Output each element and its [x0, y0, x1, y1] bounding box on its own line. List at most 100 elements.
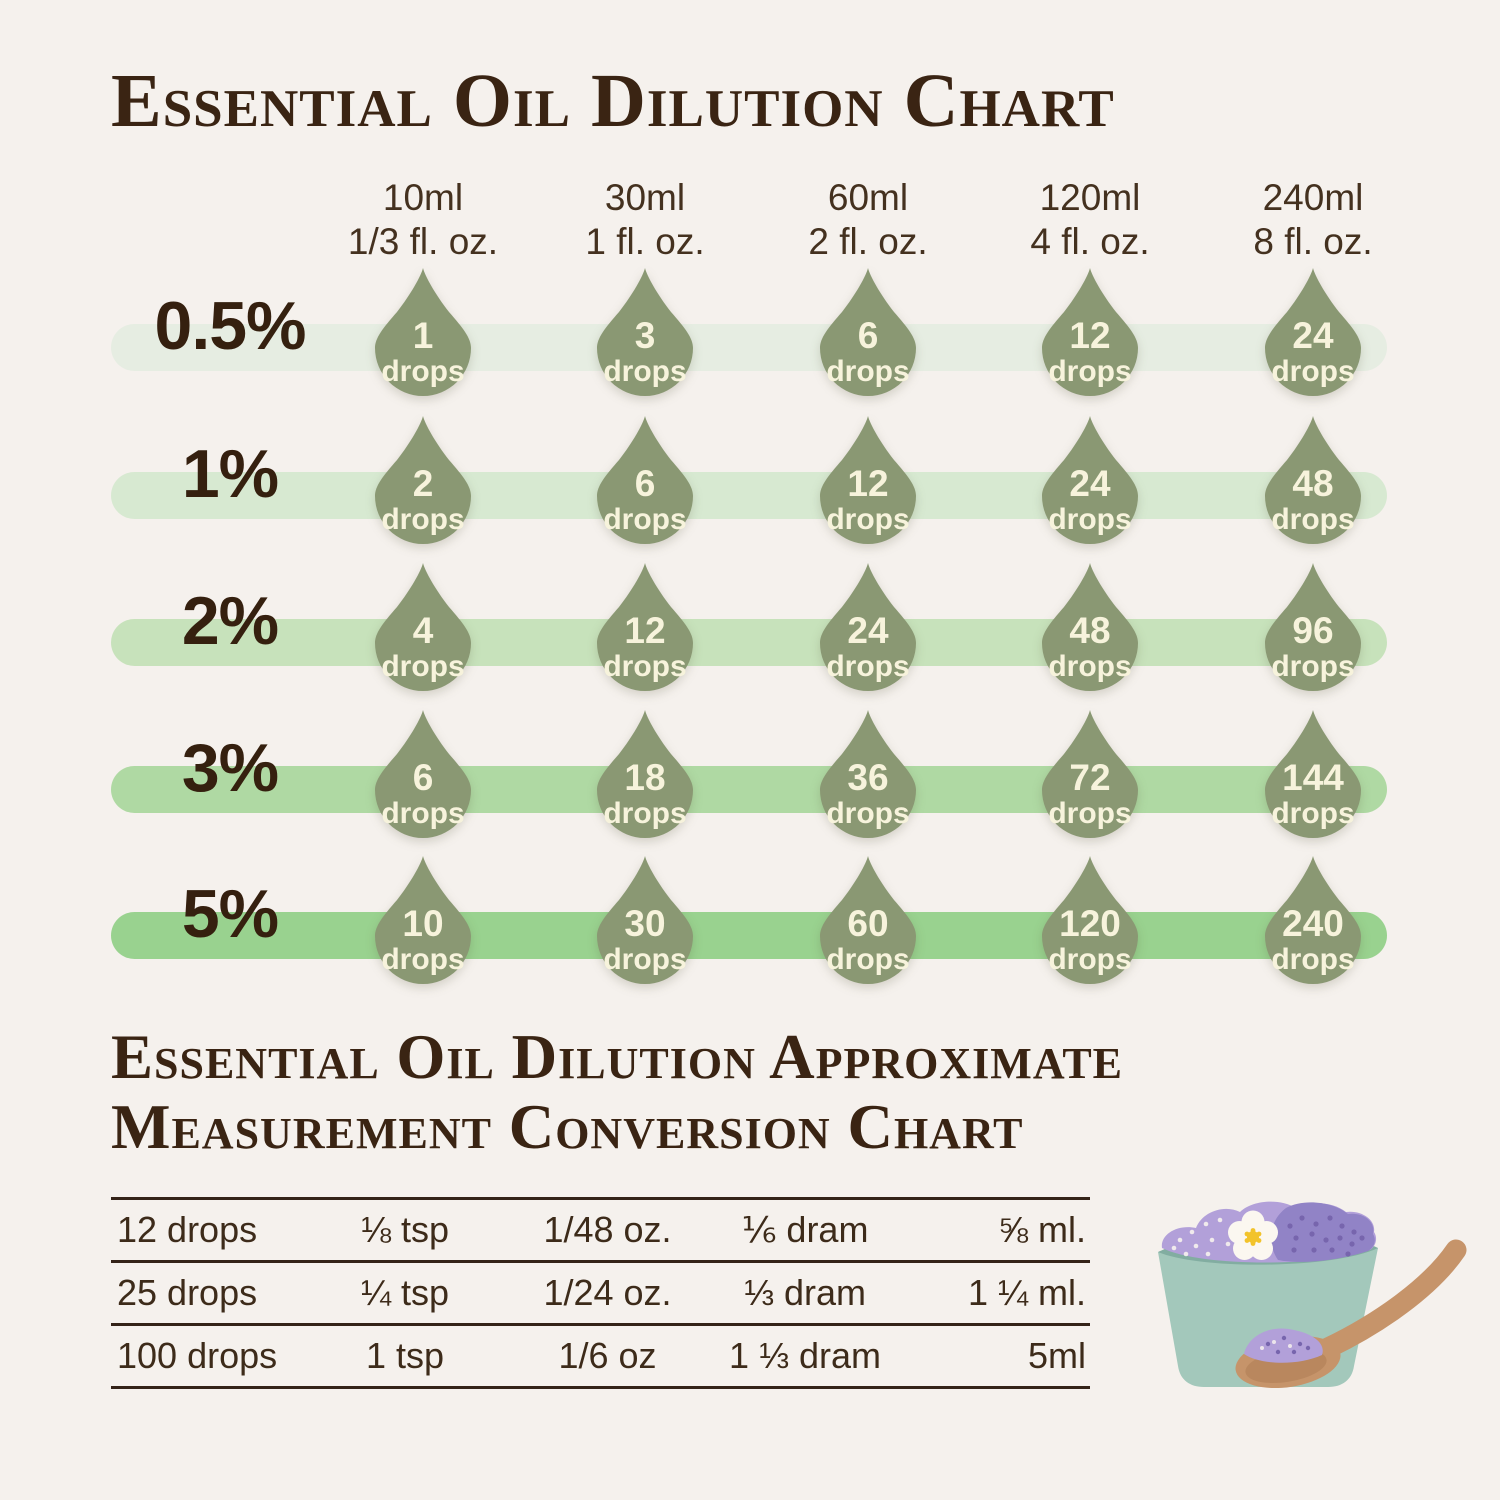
dilution-drop: 6 drops [597, 414, 693, 544]
dilution-drop: 6 drops [820, 266, 916, 396]
dilution-drop: 12 drops [1042, 266, 1138, 396]
conversion-cell: ⅙ dram [741, 1209, 869, 1250]
row-band [111, 472, 1387, 519]
conversion-row: 25 drops ¼ tsp 1/24 oz. ⅓ dram 1 ¼ ml. [111, 1260, 1090, 1323]
drop-icon [375, 416, 471, 544]
conversion-cell: 1 ⅓ dram [728, 1335, 882, 1376]
drop-icon [375, 268, 471, 396]
drop-unit-label: drops [826, 650, 910, 683]
drop-unit-label: drops [381, 503, 465, 536]
ounces-label: 8 fl. oz. [1253, 221, 1373, 262]
drop-icon [820, 563, 916, 691]
drop-text: 144 drops [1265, 758, 1361, 830]
dilution-drop: 12 drops [820, 414, 916, 544]
volume-label: 240ml [1262, 177, 1364, 218]
column-header: 30ml 1 fl. oz. [533, 176, 757, 264]
drop-icon [820, 710, 916, 838]
ounces-label: 2 fl. oz. [808, 221, 928, 262]
conversion-cell: 1/48 oz. [543, 1209, 672, 1250]
drop-icon [375, 563, 471, 691]
drop-unit-label: drops [603, 943, 687, 976]
drop-unit-label: drops [381, 797, 465, 830]
drop-icon [1265, 563, 1361, 691]
drop-text: 10 drops [375, 904, 471, 976]
dilution-drop: 36 drops [820, 708, 916, 838]
drop-value: 24 [1292, 315, 1334, 356]
conversion-cell: 1/6 oz [558, 1335, 657, 1376]
drop-text: 4 drops [375, 611, 471, 683]
ounces-label: 1/3 fl. oz. [347, 221, 499, 262]
dilution-drop: 10 drops [375, 854, 471, 984]
drop-text: 240 drops [1265, 904, 1361, 976]
drop-text: 30 drops [597, 904, 693, 976]
volume-label: 10ml [382, 177, 464, 218]
drop-value: 1 [412, 315, 434, 356]
conversion-title-line-2: Measurement Conversion Chart [111, 1092, 1024, 1162]
dilution-drop: 24 drops [1265, 266, 1361, 396]
drop-icon [1265, 856, 1361, 984]
drop-unit-label: drops [1048, 503, 1132, 536]
drop-text: 24 drops [1042, 464, 1138, 536]
drop-value: 120 [1059, 903, 1121, 944]
conversion-title-line-1: Essential Oil Dilution Approximate [111, 1022, 1124, 1092]
dilution-drop: 3 drops [597, 266, 693, 396]
row-band [111, 324, 1387, 371]
drop-icon [375, 856, 471, 984]
dilution-drop: 96 drops [1265, 561, 1361, 691]
drop-value: 96 [1292, 610, 1334, 651]
drop-text: 2 drops [375, 464, 471, 536]
drop-unit-label: drops [826, 943, 910, 976]
volume-label: 60ml [827, 177, 909, 218]
drop-icon [1042, 856, 1138, 984]
drop-unit-label: drops [1271, 943, 1355, 976]
dilution-drop: 4 drops [375, 561, 471, 691]
drop-text: 12 drops [1042, 316, 1138, 388]
drop-icon [597, 563, 693, 691]
dilution-drop: 1 drops [375, 266, 471, 396]
drop-text: 24 drops [820, 611, 916, 683]
conversion-table: 12 drops ⅛ tsp 1/48 oz. ⅙ dram ⅝ ml. 25 drops… [111, 1197, 1090, 1389]
drop-unit-label: drops [603, 650, 687, 683]
volume-label: 30ml [604, 177, 686, 218]
drop-icon [820, 416, 916, 544]
drop-value: 30 [624, 903, 666, 944]
drop-value: 12 [1069, 315, 1111, 356]
volume-label: 120ml [1039, 177, 1141, 218]
drop-value: 36 [847, 757, 889, 798]
dilution-drop: 24 drops [820, 561, 916, 691]
conversion-cell: 1/24 oz. [543, 1272, 672, 1313]
conversion-cell: ⅓ dram [743, 1272, 867, 1313]
drop-value: 3 [634, 315, 656, 356]
drop-text: 96 drops [1265, 611, 1361, 683]
drop-value: 6 [412, 757, 434, 798]
drop-value: 6 [857, 315, 879, 356]
drop-text: 6 drops [375, 758, 471, 830]
drop-text: 120 drops [1042, 904, 1138, 976]
dilution-drop: 12 drops [597, 561, 693, 691]
drop-unit-label: drops [1048, 355, 1132, 388]
drop-icon [820, 856, 916, 984]
conversion-cell: 12 drops [117, 1209, 258, 1250]
drop-value: 144 [1282, 757, 1344, 798]
drop-icon [597, 268, 693, 396]
drop-icon [1042, 710, 1138, 838]
drop-value: 60 [847, 903, 889, 944]
drop-text: 18 drops [597, 758, 693, 830]
drop-text: 24 drops [1265, 316, 1361, 388]
drop-value: 24 [1069, 463, 1111, 504]
dilution-drop: 48 drops [1042, 561, 1138, 691]
drop-icon [597, 710, 693, 838]
dilution-drop: 72 drops [1042, 708, 1138, 838]
drop-text: 12 drops [820, 464, 916, 536]
drop-icon [820, 268, 916, 396]
drop-icon [597, 856, 693, 984]
drop-value: 72 [1069, 757, 1111, 798]
drop-value: 24 [847, 610, 889, 651]
conversion-row: 100 drops 1 tsp 1/6 oz 1 ⅓ dram 5ml [111, 1323, 1090, 1386]
drop-value: 48 [1069, 610, 1111, 651]
ounces-label: 4 fl. oz. [1030, 221, 1150, 262]
row-percent-label: 2% [181, 582, 279, 659]
drop-unit-label: drops [603, 503, 687, 536]
drop-text: 6 drops [820, 316, 916, 388]
drop-unit-label: drops [381, 355, 465, 388]
